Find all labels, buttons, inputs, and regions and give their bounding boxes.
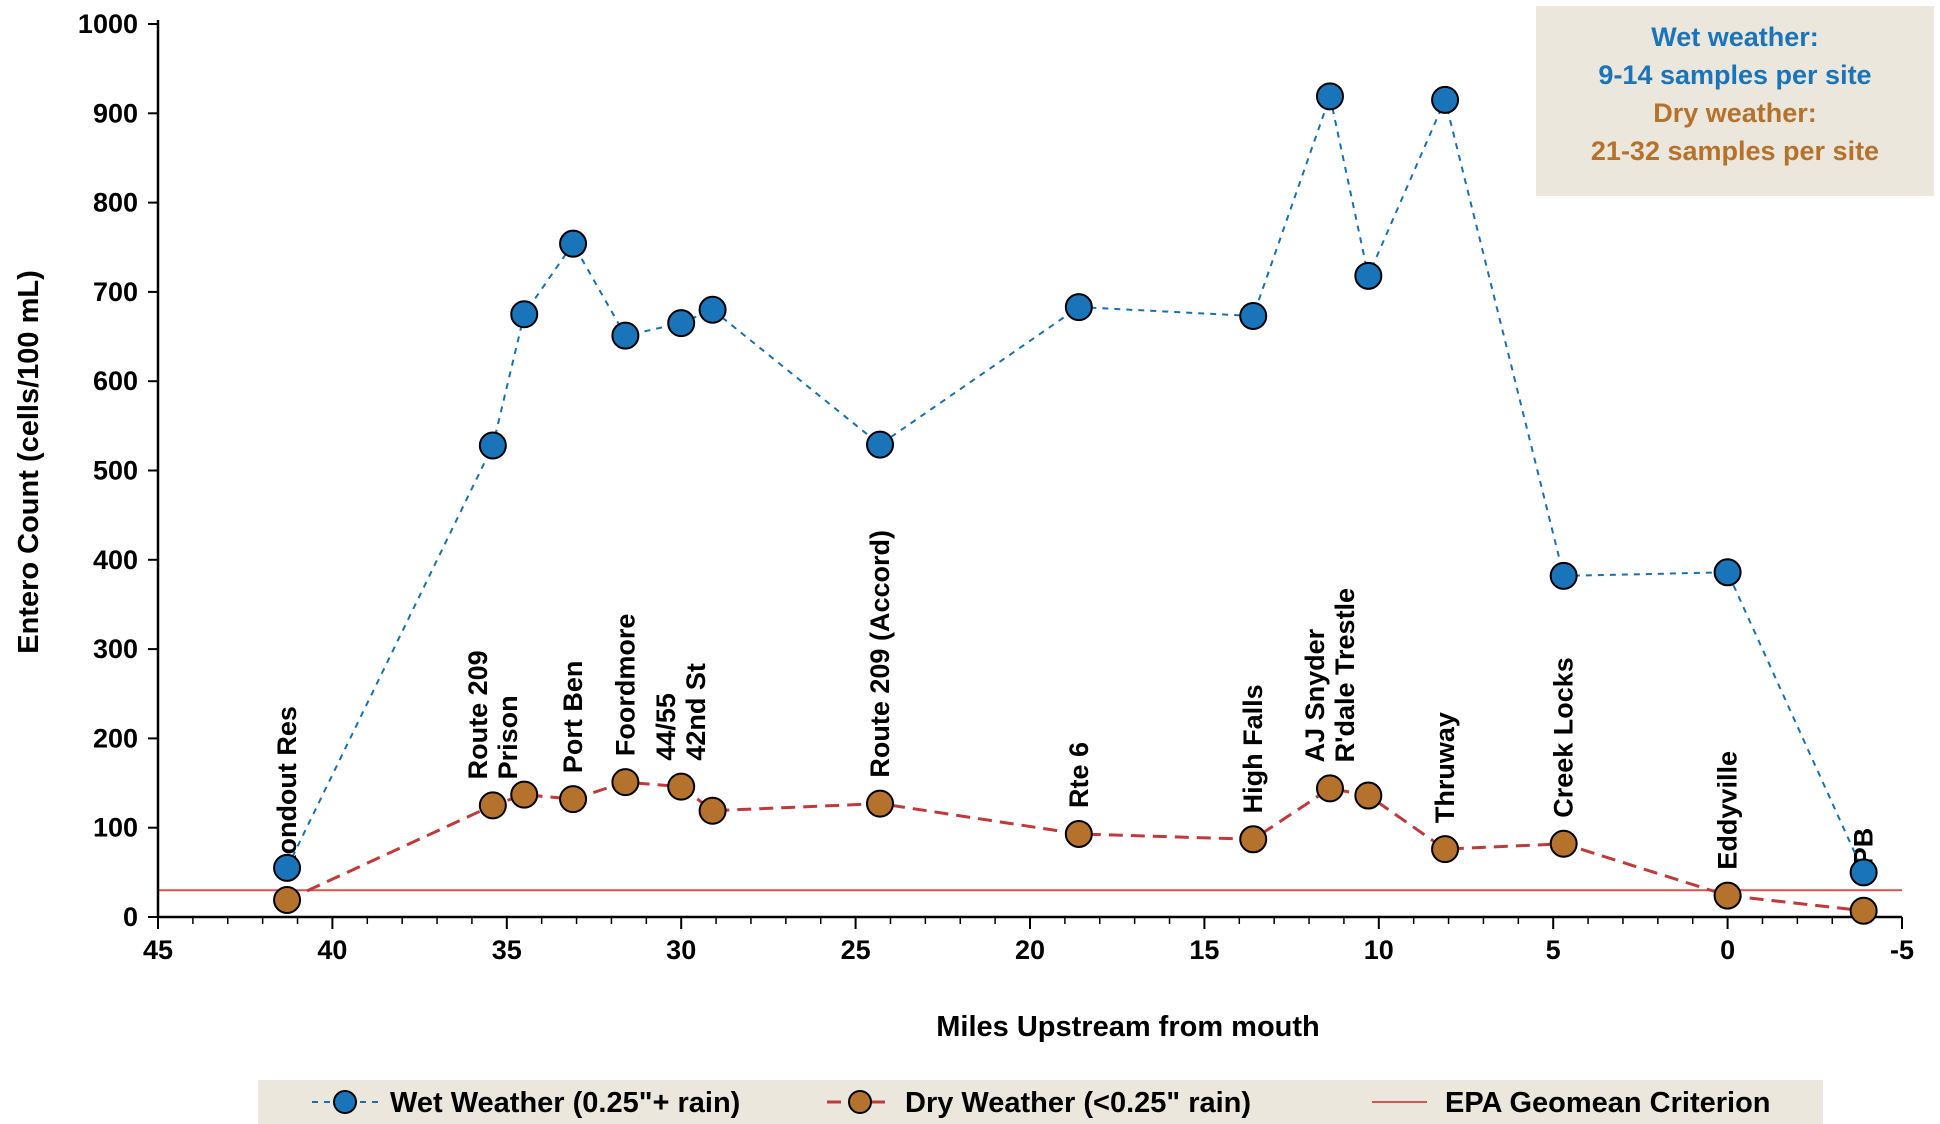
y-tick-label: 900 <box>93 98 138 128</box>
wet-weather-point <box>1713 558 1742 587</box>
series-layer <box>273 82 1878 925</box>
x-tick-label: 5 <box>1546 935 1561 965</box>
legend-label: EPA Geomean Criterion <box>1445 1087 1771 1119</box>
wet-weather-point <box>611 321 640 350</box>
dry-weather-point <box>1549 829 1578 858</box>
dry-weather-point <box>510 780 539 809</box>
dry-weather-point <box>559 785 588 814</box>
site-label: R'dale Trestle <box>1330 588 1360 763</box>
dry-weather-point <box>1239 825 1268 854</box>
y-axis-title: Entero Count (cells/100 mL) <box>13 270 45 654</box>
x-tick-label: 45 <box>143 935 173 965</box>
y-tick-label: 1000 <box>78 9 138 39</box>
annotation-background <box>1536 6 1934 196</box>
site-label: 42nd St <box>681 663 711 761</box>
site-label: 44/55 <box>651 693 681 761</box>
annotation-line: 21-32 samples per site <box>1591 136 1879 166</box>
y-tick-label: 800 <box>93 188 138 218</box>
x-axis-title: Miles Upstream from mouth <box>936 1011 1320 1043</box>
y-tick-label: 0 <box>123 902 138 932</box>
site-label: Eddyville <box>1713 751 1743 870</box>
wet-weather-point <box>1549 561 1578 590</box>
site-label: Route 209 (Accord) <box>865 530 895 778</box>
x-tick-label: -5 <box>1890 935 1914 965</box>
dry-weather-point <box>273 886 302 915</box>
x-tick-label: 30 <box>666 935 696 965</box>
annotation-line: Wet weather: <box>1651 22 1819 52</box>
x-tick-label: 15 <box>1189 935 1219 965</box>
x-tick-label: 35 <box>492 935 522 965</box>
wet-weather-point <box>510 300 539 329</box>
wet-weather-point <box>1064 293 1093 322</box>
wet-weather-point <box>1239 302 1268 331</box>
annotation-line: Dry weather: <box>1653 98 1817 128</box>
legend-swatch-dry-marker <box>848 1090 872 1114</box>
dry-weather-point <box>478 791 507 820</box>
x-tick-label: 40 <box>317 935 347 965</box>
y-tick-label: 400 <box>93 545 138 575</box>
dry-weather-point <box>667 772 696 801</box>
dry-weather-point <box>1064 819 1093 848</box>
site-label: Port Ben <box>558 661 588 774</box>
y-tick-label: 100 <box>93 813 138 843</box>
wet-weather-point <box>1354 261 1383 290</box>
y-tick-label: 300 <box>93 634 138 664</box>
dry-weather-point <box>866 789 895 818</box>
y-tick-label: 700 <box>93 277 138 307</box>
wet-weather-point <box>1431 85 1460 114</box>
wet-weather-point <box>1849 858 1878 887</box>
site-label: Thruway <box>1430 712 1460 823</box>
y-tick-label: 600 <box>93 366 138 396</box>
wet-weather-point <box>273 853 302 882</box>
wet-weather-point <box>698 295 727 324</box>
x-tick-label: 10 <box>1364 935 1394 965</box>
wet-weather-point <box>1315 82 1344 111</box>
legend-label: Dry Weather (<0.25" rain) <box>905 1087 1251 1119</box>
y-tick-label: 200 <box>93 723 138 753</box>
dry-weather-point <box>1315 774 1344 803</box>
x-tick-label: 25 <box>841 935 871 965</box>
legend-label: Wet Weather (0.25"+ rain) <box>390 1087 740 1119</box>
site-label: Foordmore <box>610 614 640 757</box>
site-label: Creek Locks <box>1549 657 1579 818</box>
site-label: AJ Snyder <box>1300 628 1330 762</box>
site-label: Route 209 <box>463 650 493 779</box>
legend-background <box>258 1080 1823 1124</box>
wet-weather-point <box>667 309 696 338</box>
annotation-box: Wet weather: 9-14 samples per site Dry wea… <box>1536 6 1934 196</box>
wet-weather-point <box>866 430 895 459</box>
wet-weather-point <box>559 229 588 258</box>
site-label: Rte 6 <box>1064 742 1094 808</box>
site-label: High Falls <box>1238 684 1268 813</box>
dry-weather-line <box>286 780 1864 913</box>
dry-weather-point <box>1431 835 1460 864</box>
x-tick-label: 0 <box>1720 935 1735 965</box>
legend: Wet Weather (0.25"+ rain) Dry Weather (<0… <box>258 1080 1823 1124</box>
dry-weather-point <box>698 796 727 825</box>
x-tick-label: 20 <box>1015 935 1045 965</box>
legend-swatch-wet-marker <box>333 1090 357 1114</box>
dry-weather-point <box>1713 881 1742 910</box>
dry-weather-point <box>1849 896 1878 925</box>
wet-weather-point <box>478 431 507 460</box>
site-labels: Rondout Res Route 209 Prison Port Ben Foordm… <box>272 530 1879 885</box>
site-label: Rondout Res <box>272 706 302 874</box>
annotation-line: 9-14 samples per site <box>1598 60 1871 90</box>
dry-weather-point <box>1354 781 1383 810</box>
dry-weather-point <box>611 768 640 797</box>
y-tick-label: 500 <box>93 456 138 486</box>
site-label: Prison <box>493 695 523 779</box>
